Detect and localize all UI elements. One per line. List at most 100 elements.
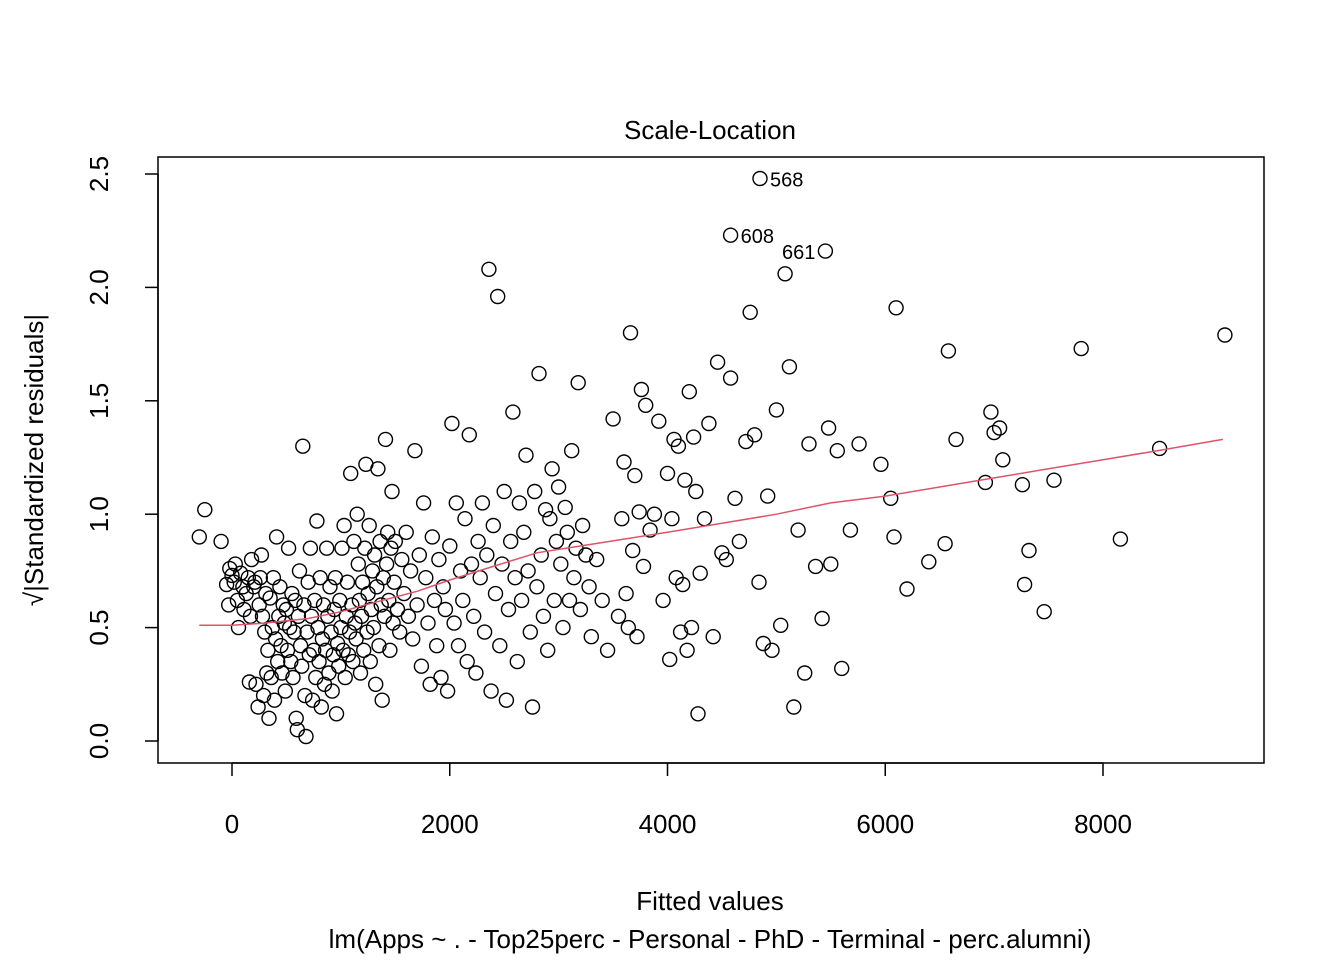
data-point bbox=[380, 524, 396, 540]
data-point bbox=[742, 304, 758, 320]
data-point bbox=[614, 511, 630, 527]
data-point bbox=[242, 608, 259, 624]
point-labels: 568 608 661 bbox=[741, 170, 816, 265]
data-point bbox=[842, 522, 859, 538]
data-point bbox=[450, 638, 467, 654]
data-point bbox=[820, 420, 837, 436]
data-point bbox=[659, 465, 676, 482]
data-point bbox=[356, 642, 372, 658]
data-point bbox=[672, 624, 689, 640]
data-point bbox=[191, 529, 208, 545]
data-point bbox=[322, 579, 338, 595]
data-point bbox=[940, 343, 957, 359]
data-point bbox=[307, 592, 323, 609]
data-point bbox=[559, 524, 575, 540]
data-point bbox=[263, 669, 279, 686]
data-point bbox=[777, 266, 793, 282]
data-point bbox=[422, 676, 438, 692]
data-point bbox=[470, 533, 486, 550]
x-axis-label: Fitted values bbox=[636, 886, 783, 916]
data-point bbox=[439, 683, 456, 699]
data-point bbox=[348, 631, 364, 647]
data-point bbox=[326, 601, 342, 618]
subtitle: lm(Apps ~ . - Top25perc - Personal - PhD… bbox=[329, 924, 1092, 954]
data-point bbox=[635, 558, 652, 575]
data-point bbox=[312, 570, 328, 586]
data-point bbox=[280, 540, 297, 556]
data-point bbox=[285, 669, 301, 686]
data-point bbox=[786, 699, 802, 715]
x-axis: 0 2000 4000 6000 8000 bbox=[225, 762, 1132, 839]
data-point bbox=[433, 669, 449, 686]
data-point bbox=[570, 375, 586, 391]
data-point bbox=[535, 608, 552, 624]
data-point bbox=[437, 601, 454, 618]
data-point bbox=[218, 576, 235, 593]
data-point bbox=[507, 570, 523, 586]
data-point bbox=[531, 365, 547, 382]
data-point bbox=[457, 511, 473, 527]
data-point bbox=[394, 551, 410, 568]
data-point bbox=[851, 436, 867, 452]
data-point bbox=[345, 653, 361, 670]
data-point bbox=[692, 565, 708, 581]
data-point bbox=[683, 619, 700, 636]
data-point bbox=[505, 404, 521, 420]
data-point bbox=[705, 629, 721, 645]
data-point bbox=[886, 529, 902, 545]
data-point bbox=[291, 563, 308, 579]
data-point bbox=[578, 547, 594, 563]
data-point bbox=[315, 597, 332, 613]
data-point bbox=[616, 454, 632, 470]
data-point bbox=[302, 540, 319, 556]
data-point bbox=[328, 706, 345, 722]
data-point bbox=[313, 699, 329, 715]
data-point bbox=[548, 533, 565, 550]
data-point bbox=[274, 665, 290, 681]
data-point bbox=[431, 551, 447, 568]
data-point bbox=[344, 597, 360, 613]
data-point bbox=[524, 699, 541, 715]
x-tick-label: 0 bbox=[225, 809, 239, 839]
data-point bbox=[561, 592, 578, 609]
data-point bbox=[373, 597, 389, 613]
data-point bbox=[509, 653, 525, 670]
x-tick-label: 8000 bbox=[1074, 809, 1132, 839]
data-point bbox=[627, 467, 643, 484]
data-point bbox=[646, 506, 663, 522]
data-point bbox=[405, 631, 421, 647]
data-point bbox=[374, 692, 390, 708]
chart-title: Scale-Location bbox=[624, 115, 796, 145]
data-point bbox=[817, 243, 834, 259]
data-point bbox=[324, 683, 340, 699]
data-point bbox=[899, 581, 915, 597]
data-point bbox=[790, 522, 806, 538]
data-point bbox=[474, 495, 491, 511]
data-point bbox=[546, 592, 562, 609]
data-point bbox=[781, 359, 798, 375]
point-label: 608 bbox=[741, 226, 774, 248]
data-point bbox=[1112, 531, 1129, 547]
data-point bbox=[463, 556, 480, 572]
data-point bbox=[807, 558, 824, 575]
data-point bbox=[797, 665, 813, 681]
data-point bbox=[485, 517, 501, 534]
data-point bbox=[631, 504, 647, 520]
data-point bbox=[873, 456, 889, 472]
data-point bbox=[446, 615, 462, 631]
data-point bbox=[773, 617, 789, 633]
data-point bbox=[513, 592, 530, 609]
data-point bbox=[389, 601, 406, 618]
data-point bbox=[542, 511, 558, 527]
data-point bbox=[481, 261, 497, 277]
data-point bbox=[257, 624, 273, 640]
data-point bbox=[583, 629, 599, 645]
data-point bbox=[727, 490, 743, 506]
data-point bbox=[574, 517, 591, 534]
data-point bbox=[883, 490, 899, 506]
data-point bbox=[503, 533, 519, 550]
data-point bbox=[270, 653, 286, 670]
data-point bbox=[311, 653, 327, 670]
y-tick-label: 1.5 bbox=[84, 383, 114, 419]
